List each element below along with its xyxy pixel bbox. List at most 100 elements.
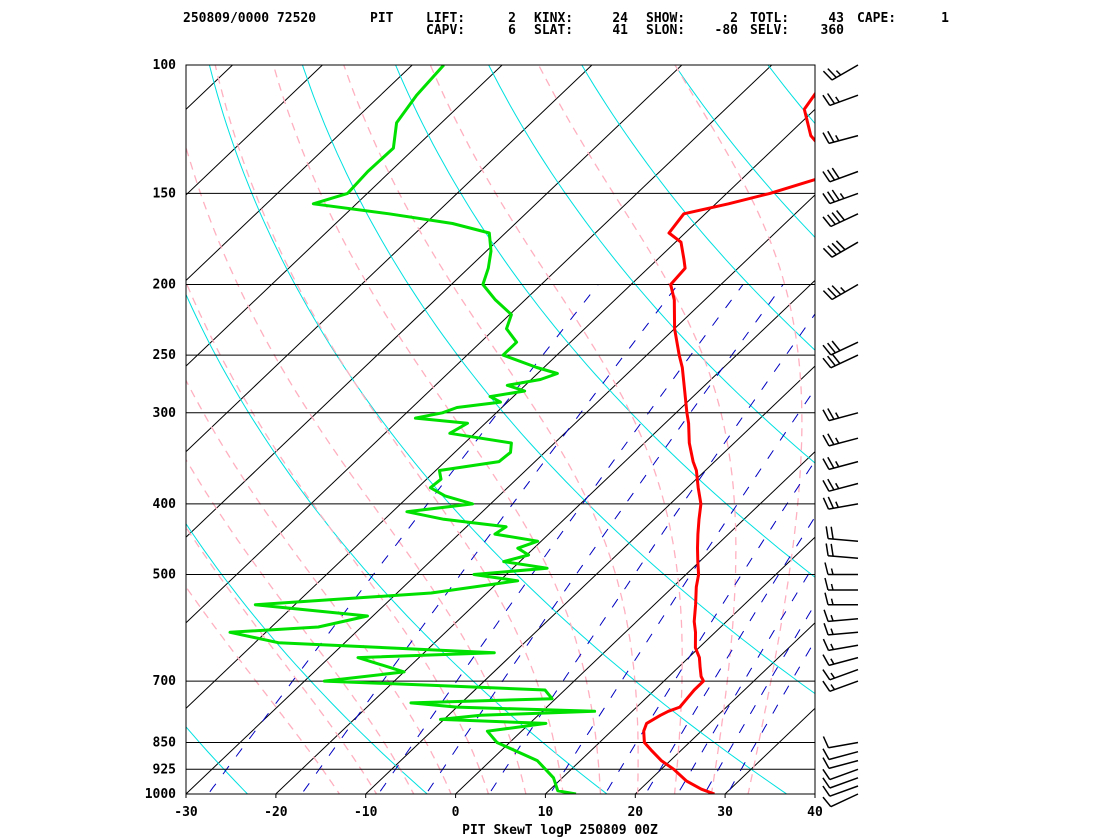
wind-barb-half-flag — [835, 96, 840, 103]
wind-barb-flag — [835, 240, 846, 251]
header-field: 2 — [508, 11, 516, 26]
wind-barbs — [822, 64, 859, 808]
wind-barb — [822, 93, 859, 107]
dry-adiabat-line — [839, 38, 1120, 809]
wind-barb — [824, 562, 858, 576]
pressure-tick-label: 250 — [153, 348, 177, 363]
wind-barb-flag — [822, 247, 833, 258]
wind-barb-flag — [827, 355, 836, 367]
header-field: LIFT: — [426, 11, 466, 26]
wind-barb-flag — [827, 68, 837, 79]
wind-barb — [822, 64, 859, 81]
wind-barb — [822, 408, 859, 422]
wind-barb-flag — [822, 409, 830, 421]
wind-barb — [822, 353, 859, 369]
wind-barb-flag — [822, 748, 830, 760]
wind-barb — [825, 543, 859, 560]
wind-barb-flag — [822, 796, 832, 808]
wind-barb-half-flag — [830, 568, 834, 575]
header-field: TOTL: — [750, 11, 790, 26]
wind-barb-half-flag — [835, 437, 840, 444]
wind-barb-flag — [822, 736, 830, 749]
wind-barb-flag — [824, 592, 829, 605]
wind-barb-half-flag — [835, 482, 840, 489]
isotherm-line — [544, 536, 815, 794]
wind-barb-half-flag — [830, 658, 835, 665]
header-field: SELV: — [750, 23, 790, 38]
moist-adiabat-line — [538, 65, 737, 794]
wind-barb-flag — [831, 212, 841, 223]
wind-barb-flag — [831, 340, 841, 352]
header-field: 250809/0000 72520 — [183, 11, 317, 26]
wind-barb — [822, 283, 859, 301]
wind-barb — [822, 668, 859, 681]
wind-barb-staff — [831, 241, 859, 258]
wind-barb — [822, 785, 859, 797]
wind-barb-flag — [822, 94, 831, 106]
dry-adiabat-line — [767, 65, 815, 125]
wind-barb-staff — [830, 341, 859, 356]
isotherm-line — [186, 65, 503, 367]
wind-barb — [822, 638, 859, 652]
wind-barb-staff — [830, 354, 859, 369]
plot-frame — [185, 64, 816, 795]
isotherm-line — [275, 279, 815, 794]
isotherm-line — [186, 65, 324, 196]
header-field: CAPV: — [426, 23, 466, 38]
wind-barb-flag — [822, 669, 831, 681]
moist-adiabat-line — [214, 65, 564, 794]
wind-barb-flag — [822, 497, 830, 510]
wind-barb — [822, 748, 859, 761]
dewpoint-profile — [228, 65, 597, 794]
wind-barb — [822, 736, 859, 749]
wind-barb — [822, 768, 859, 781]
wind-barb-flag — [822, 458, 830, 470]
dry-adiabat-line — [395, 65, 815, 578]
header-field: PIT — [370, 11, 394, 26]
moist-adiabat-line — [674, 65, 803, 794]
wind-barb-flag — [822, 768, 831, 781]
wind-barb-half-flag — [835, 70, 842, 76]
wind-barb-flag — [827, 342, 836, 354]
wind-barb-flag — [822, 434, 830, 447]
wind-barb-flag — [824, 577, 829, 591]
wind-barb-flag — [822, 654, 830, 666]
mixing-ratio-line — [207, 284, 599, 794]
dry-adiabat-line — [301, 65, 815, 695]
pressure-tick-label: 300 — [153, 406, 177, 421]
dry-adiabat-lines — [186, 38, 1120, 809]
isotherm-line — [186, 108, 815, 710]
header-field: 41 — [612, 23, 628, 38]
pressure-tick-label: 850 — [153, 736, 177, 751]
wind-barb-flag — [822, 290, 833, 301]
wind-barb-staff — [829, 785, 859, 797]
wind-barb — [825, 526, 859, 542]
wind-barb-staff — [828, 741, 859, 749]
isotherm-line — [186, 65, 683, 538]
wind-barb-half-flag — [830, 614, 834, 622]
header-field: 6 — [508, 23, 516, 38]
header-field: SLON: — [646, 23, 686, 38]
wind-barb-flag — [827, 478, 835, 491]
moist-adiabat-line — [186, 458, 415, 794]
wind-barb — [824, 592, 858, 606]
wind-barb-staff — [828, 759, 859, 770]
wind-barb-flag — [822, 70, 833, 81]
isotherm-line — [186, 65, 413, 282]
wind-barb-half-flag — [835, 135, 840, 142]
dry-adiabat-line — [581, 65, 815, 351]
wind-barb-flag — [822, 680, 831, 692]
moist-adiabat-line — [186, 585, 341, 794]
isotherm-line — [186, 65, 234, 111]
wind-barb-flag — [831, 285, 842, 296]
wind-barb-flag — [826, 93, 836, 105]
wind-barb-flag — [836, 210, 845, 221]
wind-barb-flag — [822, 785, 831, 797]
temperature-tick-label: 40 — [807, 805, 823, 820]
wind-barb — [824, 577, 858, 591]
temperature-profile — [642, 91, 815, 794]
mixing-ratio-line — [703, 603, 815, 794]
dry-adiabat-line — [488, 65, 815, 464]
wind-barb-flag — [827, 408, 835, 420]
isotherm-line — [364, 365, 815, 794]
